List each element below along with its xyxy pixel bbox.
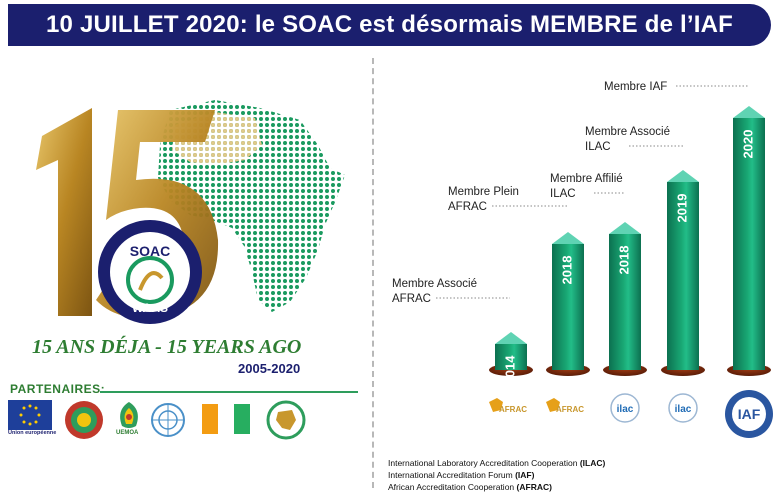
milestones-chart: 2014 Membre Associé AFRAC AFRAC 2018 Membre P… — [392, 81, 773, 438]
anniversary-tagline: 15 ANS DÉJA - 15 YEARS AGO — [32, 336, 302, 358]
milestone-label-org: AFRAC — [392, 293, 431, 305]
milestone-label-org: AFRAC — [448, 201, 487, 213]
milestone-label: Membre Associé — [392, 278, 477, 290]
ivory-coast-flag-icon — [202, 404, 250, 434]
partners-rule — [100, 391, 358, 393]
column-year-label: 2018 — [616, 246, 631, 275]
footer-ilac-text: International Laboratory Accreditation C… — [388, 458, 580, 468]
iaf-logo-text: IAF — [738, 406, 761, 422]
column-2014 — [495, 344, 527, 370]
anniversary-panel: SOAC WAAS 15 ANS DÉJA - 15 YEARS AGO 200… — [0, 50, 370, 492]
uemoa-logo-icon: UEMOA — [114, 400, 144, 440]
milestone-label-org: ILAC — [550, 188, 576, 200]
digit-one — [36, 108, 92, 316]
milestone-label: Membre Affilié — [550, 173, 623, 185]
banner-title: 10 JUILLET 2020: le SOAC est désormais M… — [46, 11, 733, 38]
eu-flag-icon: Union européenne — [8, 400, 56, 438]
ilac-logo-icon — [610, 393, 640, 423]
footer-afrac-abbr: (AFRAC) — [516, 482, 552, 492]
eu-caption: Union européenne — [8, 430, 57, 436]
ilac-logo-text: ilac — [617, 404, 634, 415]
un-emblem-icon — [150, 402, 186, 438]
partners-heading: PARTENAIRES: — [10, 382, 106, 396]
column-year-label: 2014 — [502, 355, 517, 385]
uemoa-caption: UEMOA — [116, 430, 139, 436]
seal-bottom-text: WAAS — [132, 301, 168, 315]
column-2018 — [552, 244, 584, 370]
column-cap — [552, 232, 584, 244]
column-2018 — [609, 234, 641, 370]
ecowas-seal-icon — [64, 400, 104, 440]
anniversary-years: 2005-2020 — [238, 361, 301, 376]
milestone-label-org: ILAC — [585, 141, 611, 153]
column-2020 — [733, 118, 765, 370]
footer-iaf-abbr: (IAF) — [515, 470, 535, 480]
column-year-label: 2018 — [559, 256, 574, 285]
anniversary-emblem: SOAC WAAS — [36, 100, 345, 324]
dashed-divider — [372, 58, 374, 488]
footer-ilac-abbr: (ILAC) — [579, 458, 606, 468]
column-cap — [667, 170, 699, 182]
column-2019 — [667, 182, 699, 370]
column-year-label: 2019 — [674, 194, 689, 223]
milestones-panel: 2014 Membre Associé AFRAC AFRAC 2018 Membre P… — [378, 50, 779, 492]
footer-line-ilac: International Laboratory Accreditation C… — [388, 458, 605, 468]
milestone-label: Membre Associé — [585, 126, 670, 138]
footer-afrac-text: African Accreditation Cooperation — [388, 482, 517, 492]
iaf-logo-inner — [732, 397, 766, 431]
afrac-logo-text: AFRAC — [499, 405, 527, 414]
milestone-label: Membre IAF — [604, 81, 667, 93]
footer-line-iaf: International Accreditation Forum (IAF) — [388, 470, 534, 480]
column-year-label: 2020 — [740, 130, 755, 159]
column-cap — [733, 106, 765, 118]
afrac-logo-icon — [546, 398, 560, 412]
afrac-logo-text: AFRAC — [556, 405, 584, 414]
column-cap — [609, 222, 641, 234]
afrac-logo-icon — [489, 398, 503, 412]
ecowas-logo-icon — [266, 400, 306, 440]
title-banner: 10 JUILLET 2020: le SOAC est désormais M… — [8, 4, 771, 46]
footer-line-afrac: African Accreditation Cooperation (AFRAC… — [388, 482, 552, 492]
ilac-logo-text: ilac — [675, 404, 692, 415]
seal-top-text: SOAC — [130, 243, 170, 259]
milestone-label: Membre Plein — [448, 186, 519, 198]
footer-iaf-text: International Accreditation Forum — [388, 470, 516, 480]
ilac-logo-icon — [668, 393, 698, 423]
column-cap — [495, 332, 527, 344]
